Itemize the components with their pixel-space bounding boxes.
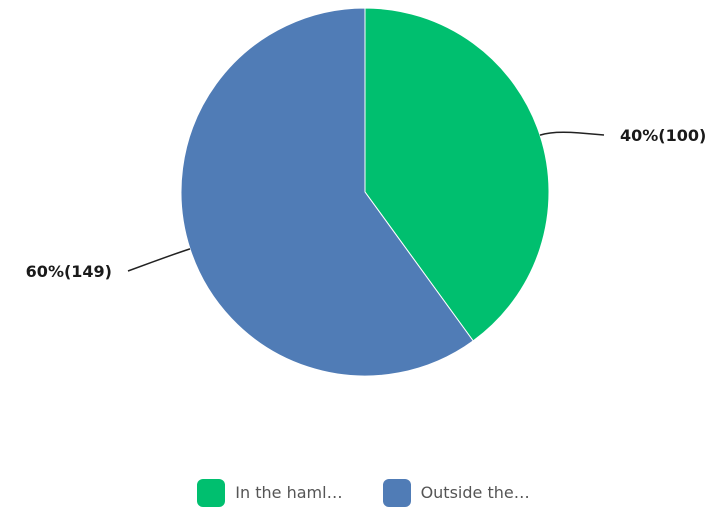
leader-line-0 bbox=[539, 131, 605, 136]
legend-swatch-green bbox=[197, 479, 226, 507]
slice-label-outside-the: 60%(149) bbox=[26, 262, 112, 281]
legend-item-outside-the[interactable]: Outside the… bbox=[382, 478, 530, 508]
legend-label-outside-the: Outside the… bbox=[420, 483, 530, 502]
legend-swatch-blue bbox=[382, 479, 411, 507]
pie-chart: 40%(100) 60%(149) bbox=[26, 7, 706, 377]
legend: In the haml… Outside the… bbox=[0, 478, 727, 508]
pie-slices bbox=[180, 7, 550, 377]
leader-lines bbox=[127, 131, 605, 272]
legend-item-in-the-hamlet[interactable]: In the haml… bbox=[197, 478, 343, 508]
slice-label-in-the-hamlet: 40%(100) bbox=[620, 126, 706, 145]
legend-label-in-the-hamlet: In the haml… bbox=[235, 483, 343, 502]
leader-line-1 bbox=[127, 248, 191, 272]
pie-slice-0[interactable] bbox=[364, 7, 550, 342]
